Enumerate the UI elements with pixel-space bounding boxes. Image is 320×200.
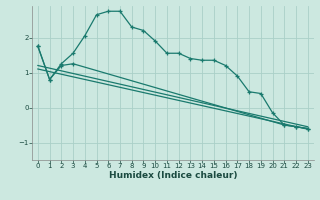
X-axis label: Humidex (Indice chaleur): Humidex (Indice chaleur) — [108, 171, 237, 180]
